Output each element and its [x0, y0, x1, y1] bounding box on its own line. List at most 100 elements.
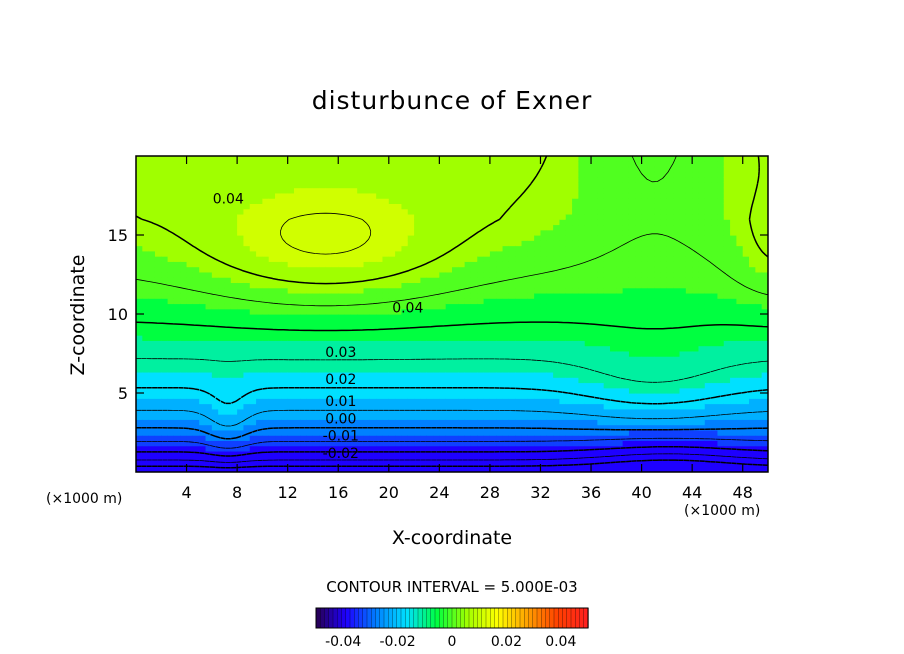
- field-cell: [534, 192, 542, 199]
- field-cell: [395, 345, 403, 352]
- field-cell: [458, 287, 466, 294]
- field-cell: [180, 398, 188, 405]
- field-cell: [230, 287, 238, 294]
- field-cell: [452, 461, 459, 468]
- field-cell: [344, 461, 352, 468]
- field-cell: [161, 345, 169, 352]
- field-cell: [414, 277, 421, 283]
- field-cell: [597, 424, 605, 431]
- field-cell: [578, 219, 586, 226]
- field-cell: [515, 450, 523, 457]
- field-cell: [218, 314, 226, 320]
- field-cell: [218, 166, 226, 173]
- field-cell: [477, 171, 485, 178]
- field-cell: [338, 245, 346, 252]
- field-cell: [508, 261, 516, 268]
- field-cell: [218, 335, 226, 341]
- field-cell: [376, 161, 384, 168]
- field-cell: [319, 314, 327, 320]
- field-cell: [445, 192, 453, 199]
- field-cell: [502, 308, 510, 315]
- field-cell: [199, 340, 207, 347]
- field-cell: [262, 219, 270, 226]
- field-cell: [230, 461, 238, 468]
- field-cell: [388, 187, 396, 194]
- field-cell: [534, 377, 542, 384]
- field-cell: [591, 424, 598, 431]
- field-cell: [515, 187, 523, 194]
- field-cell: [483, 161, 491, 168]
- field-cell: [363, 240, 371, 247]
- field-cell: [597, 408, 605, 415]
- field-cell: [470, 435, 478, 441]
- field-cell: [237, 340, 245, 347]
- field-cell: [275, 319, 282, 326]
- field-cell: [654, 408, 662, 415]
- field-cell: [230, 456, 238, 463]
- field-cell: [578, 424, 586, 431]
- field-cell: [508, 156, 516, 162]
- field-cell: [540, 298, 548, 305]
- field-cell: [249, 350, 257, 357]
- field-cell: [616, 208, 624, 215]
- field-cell: [515, 161, 523, 168]
- field-cell: [445, 408, 453, 415]
- field-cell: [230, 161, 238, 168]
- field-cell: [199, 287, 207, 294]
- field-cell: [553, 377, 561, 384]
- field-cell: [376, 203, 384, 210]
- field-cell: [458, 329, 466, 336]
- field-cell: [647, 314, 655, 320]
- field-cell: [331, 171, 339, 178]
- field-cell: [186, 198, 194, 204]
- field-cell: [376, 319, 384, 326]
- field-cell: [591, 335, 598, 341]
- field-cell: [433, 335, 440, 341]
- field-cell: [527, 456, 535, 463]
- field-cell: [148, 408, 156, 415]
- field-cell: [186, 424, 194, 431]
- field-cell: [281, 308, 289, 315]
- field-cell: [230, 340, 238, 347]
- field-cell: [180, 350, 188, 357]
- field-cell: [591, 277, 598, 283]
- field-cell: [331, 429, 339, 436]
- field-cell: [407, 271, 415, 278]
- field-cell: [616, 450, 624, 457]
- field-cell: [192, 277, 200, 283]
- field-cell: [622, 213, 630, 220]
- field-cell: [591, 408, 598, 415]
- field-cell: [249, 440, 257, 447]
- field-cell: [148, 287, 156, 294]
- field-cell: [136, 345, 143, 352]
- field-cell: [388, 456, 396, 463]
- field-cell: [521, 414, 529, 420]
- field-cell: [287, 182, 295, 189]
- field-cell: [192, 361, 200, 368]
- field-cell: [344, 329, 352, 336]
- field-cell: [300, 340, 308, 347]
- field-cell: [534, 350, 542, 357]
- field-cell: [578, 345, 586, 352]
- field-cell: [192, 156, 200, 162]
- field-cell: [515, 245, 523, 252]
- field-cell: [300, 266, 308, 273]
- field-cell: [508, 345, 516, 352]
- field-cell: [572, 240, 579, 247]
- field-cell: [502, 345, 510, 352]
- field-cell: [635, 182, 643, 189]
- field-cell: [458, 256, 466, 262]
- field-cell: [527, 366, 535, 373]
- field-cell: [154, 166, 162, 173]
- field-cell: [654, 161, 662, 168]
- field-cell: [173, 450, 181, 457]
- field-cell: [344, 292, 352, 299]
- field-cell: [433, 235, 440, 241]
- field-cell: [224, 366, 232, 373]
- field-cell: [281, 461, 289, 468]
- field-cell: [243, 435, 251, 441]
- field-cell: [148, 192, 156, 199]
- field-cell: [338, 235, 346, 241]
- field-cell: [180, 329, 188, 336]
- field-cell: [331, 445, 339, 452]
